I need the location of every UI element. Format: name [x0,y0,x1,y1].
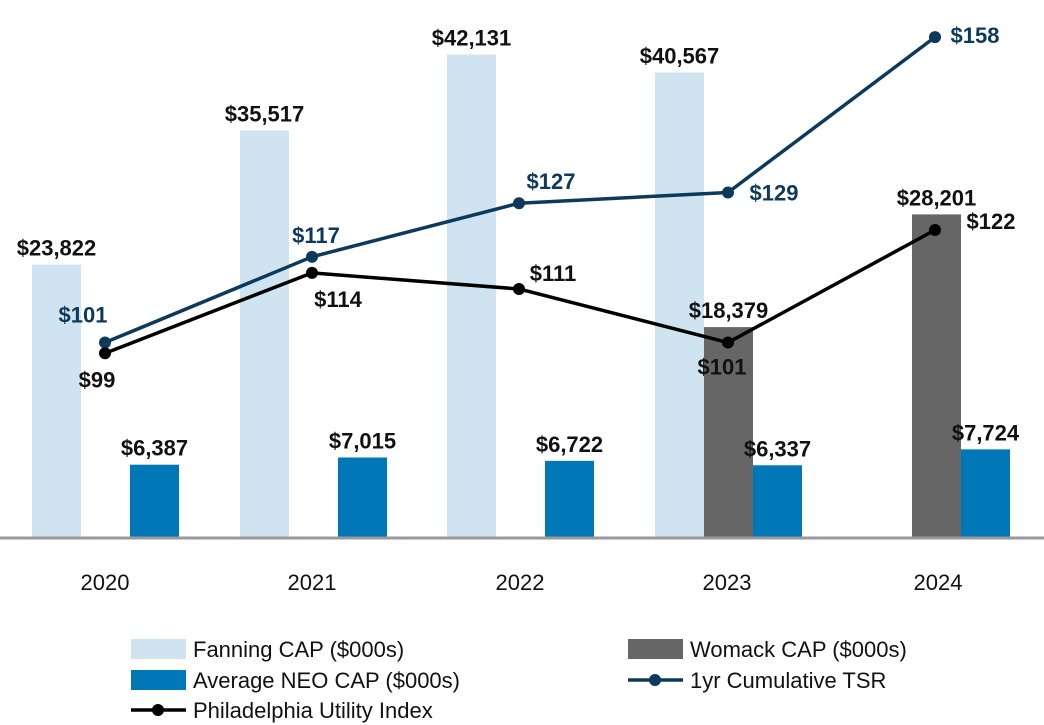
fanning-cap-000s-label-2022: $42,131 [432,26,512,51]
philadelphia-utility-index-label-2022: $111 [530,261,577,286]
philadelphia-utility-index-label-2024: $122 [967,209,1016,234]
fanning-cap-000s-label-2021: $35,517 [225,101,305,126]
womack-cap-000s-label-2024: $28,201 [897,185,977,210]
fanning-cap-000s-bar-2023 [655,72,704,538]
average-neo-cap-000s-bar-2020 [130,464,179,538]
x-tick-2020: 2020 [81,570,130,595]
fanning-cap-000s-legend-swatch [131,639,186,659]
womack-cap-000s-label-2023: $18,379 [689,298,769,323]
average-neo-cap-000s-label-2020: $6,387 [121,436,188,461]
x-tick-2023: 2023 [703,570,752,595]
1yr-cumulative-tsr-label-2020: $101 [59,303,108,328]
philadelphia-utility-index-point-2020 [99,347,111,360]
fanning-cap-000s-label-2020: $23,822 [17,236,97,261]
average-neo-cap-000s-legend-swatch [131,670,186,690]
bar-layer [32,54,1010,538]
1yr-cumulative-tsr-point-2023 [722,186,734,199]
x-tick-2021: 2021 [288,570,337,595]
legend: Fanning CAP ($000s) Womack CAP ($000s) Ave… [131,637,907,723]
average-neo-cap-000s-bar-2021 [338,457,387,538]
average-neo-cap-000s-label-2023: $6,337 [744,436,811,461]
womack-cap-000s-bar-2024 [912,214,961,538]
philadelphia-utility-index-point-2021 [306,266,318,279]
1yr-cumulative-tsr-point-2022 [513,197,525,210]
philadelphia-utility-index-label-2021: $114 [314,287,362,312]
womack-cap-000s-legend-swatch [628,639,683,659]
philadelphia-utility-index-point-2023 [722,336,734,349]
fanning-cap-000s-bar-2021 [240,130,289,538]
1yr-cumulative-tsr-label-2024: $158 [951,23,1000,48]
philadelphia-utility-index-point-2022 [513,282,525,295]
x-axis-ticks: 2020 2021 2022 2023 2024 [81,570,963,595]
1yr-cumulative-tsr-point-2021 [306,250,318,263]
womack-cap-000s-bar-2023 [704,327,753,538]
average-neo-cap-000s-bar-2023 [753,465,802,538]
womack-cap-000s-legend-label: Womack CAP ($000s) [690,637,907,662]
1yr-cumulative-tsr-point-2020 [99,336,111,349]
1yr-cumulative-tsr-label-2023: $129 [750,181,799,206]
philadelphia-utility-index-label-2020: $99 [79,367,116,392]
line-layer [99,31,941,360]
philadelphia-utility-index-legend-label: Philadelphia Utility Index [193,698,433,723]
average-neo-cap-000s-legend-label: Average NEO CAP ($000s) [193,668,460,693]
1yr-cumulative-tsr-legend-marker [649,674,661,686]
data-label-layer: $23,822 $35,517 $42,131 $40,567 $18,379 $28,2… [17,23,1020,461]
philadelphia-utility-index-label-2023: $101 [698,355,747,380]
fanning-cap-000s-bar-2020 [32,264,81,538]
average-neo-cap-000s-bar-2024 [961,449,1010,538]
fanning-cap-000s-label-2023: $40,567 [640,43,720,68]
average-neo-cap-000s-label-2024: $7,724 [952,420,1020,445]
x-tick-2022: 2022 [496,570,545,595]
fanning-cap-000s-legend-label: Fanning CAP ($000s) [193,637,404,662]
1yr-cumulative-tsr-label-2022: $127 [527,169,576,194]
1yr-cumulative-tsr-point-2024 [929,31,941,44]
x-tick-2024: 2024 [914,570,963,595]
average-neo-cap-000s-label-2021: $7,015 [329,429,396,454]
1yr-cumulative-tsr-legend-label: 1yr Cumulative TSR [690,668,886,693]
average-neo-cap-000s-label-2022: $6,722 [536,432,603,457]
average-neo-cap-000s-bar-2022 [545,460,594,538]
philadelphia-utility-index-legend-marker [152,704,164,716]
philadelphia-utility-index-point-2024 [929,224,941,237]
1yr-cumulative-tsr-label-2021: $117 [292,223,340,248]
fanning-cap-000s-bar-2022 [447,54,496,538]
